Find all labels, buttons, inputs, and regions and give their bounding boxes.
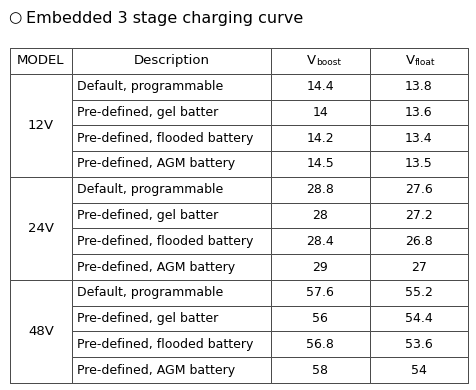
Text: Embedded 3 stage charging curve: Embedded 3 stage charging curve xyxy=(26,11,303,25)
Bar xyxy=(72,254,270,280)
Text: 27.2: 27.2 xyxy=(404,209,432,222)
Bar xyxy=(270,229,369,254)
Bar xyxy=(369,177,467,203)
Text: Pre-defined, gel batter: Pre-defined, gel batter xyxy=(77,312,218,325)
Bar xyxy=(270,254,369,280)
Bar xyxy=(72,229,270,254)
Bar xyxy=(72,280,270,306)
Text: Pre-defined, flooded battery: Pre-defined, flooded battery xyxy=(77,132,253,145)
Bar xyxy=(270,177,369,203)
Text: 26.8: 26.8 xyxy=(404,235,432,248)
Text: 14: 14 xyxy=(312,106,327,119)
Bar xyxy=(72,74,270,99)
Text: 56.8: 56.8 xyxy=(306,338,334,351)
Text: 54.4: 54.4 xyxy=(404,312,432,325)
Text: Default, programmable: Default, programmable xyxy=(77,80,223,93)
Text: Default, programmable: Default, programmable xyxy=(77,183,223,196)
Text: 13.8: 13.8 xyxy=(404,80,432,93)
Text: 57.6: 57.6 xyxy=(306,286,334,299)
Bar xyxy=(10,280,72,383)
Bar xyxy=(72,177,270,203)
Bar xyxy=(270,332,369,357)
Bar xyxy=(72,125,270,151)
Bar xyxy=(270,125,369,151)
Bar xyxy=(369,280,467,306)
Text: 28.8: 28.8 xyxy=(306,183,334,196)
Bar xyxy=(369,357,467,383)
Text: 28.4: 28.4 xyxy=(306,235,334,248)
Text: ○: ○ xyxy=(8,11,21,25)
Text: 55.2: 55.2 xyxy=(404,286,432,299)
Bar xyxy=(369,229,467,254)
Text: Pre-defined, flooded battery: Pre-defined, flooded battery xyxy=(77,338,253,351)
Bar xyxy=(270,48,369,74)
Text: 48V: 48V xyxy=(28,325,54,338)
Text: 56: 56 xyxy=(312,312,327,325)
Text: float: float xyxy=(414,58,435,67)
Text: Pre-defined, gel batter: Pre-defined, gel batter xyxy=(77,209,218,222)
Bar xyxy=(72,306,270,332)
Text: 28: 28 xyxy=(312,209,327,222)
Text: Pre-defined, gel batter: Pre-defined, gel batter xyxy=(77,106,218,119)
Bar xyxy=(10,74,72,177)
Text: 13.5: 13.5 xyxy=(404,158,432,170)
Bar xyxy=(270,280,369,306)
Bar xyxy=(72,203,270,229)
Bar xyxy=(270,74,369,99)
Text: Pre-defined, AGM battery: Pre-defined, AGM battery xyxy=(77,363,235,377)
Bar xyxy=(369,151,467,177)
Text: V: V xyxy=(307,54,316,67)
Text: Pre-defined, AGM battery: Pre-defined, AGM battery xyxy=(77,261,235,273)
Bar xyxy=(270,357,369,383)
Bar xyxy=(369,332,467,357)
Bar xyxy=(72,332,270,357)
Bar xyxy=(270,151,369,177)
Text: 12V: 12V xyxy=(28,119,54,132)
Text: 13.4: 13.4 xyxy=(404,132,432,145)
Text: 58: 58 xyxy=(312,363,327,377)
Text: 27: 27 xyxy=(410,261,426,273)
Text: Description: Description xyxy=(133,54,209,67)
Text: 14.4: 14.4 xyxy=(306,80,333,93)
Text: 53.6: 53.6 xyxy=(404,338,432,351)
Bar xyxy=(10,177,72,280)
Bar xyxy=(270,306,369,332)
Text: 29: 29 xyxy=(312,261,327,273)
Text: 13.6: 13.6 xyxy=(404,106,432,119)
Bar xyxy=(270,99,369,125)
Bar xyxy=(10,48,467,383)
Text: Pre-defined, AGM battery: Pre-defined, AGM battery xyxy=(77,158,235,170)
Bar xyxy=(72,48,270,74)
Text: 24V: 24V xyxy=(28,222,54,235)
Text: 27.6: 27.6 xyxy=(404,183,432,196)
Text: 14.2: 14.2 xyxy=(306,132,333,145)
Text: V: V xyxy=(405,54,414,67)
Text: 54: 54 xyxy=(410,363,426,377)
Text: 14.5: 14.5 xyxy=(306,158,334,170)
Bar xyxy=(369,125,467,151)
Bar xyxy=(270,203,369,229)
Bar xyxy=(72,151,270,177)
Bar xyxy=(369,48,467,74)
Bar xyxy=(10,48,72,74)
Text: Default, programmable: Default, programmable xyxy=(77,286,223,299)
Text: Pre-defined, flooded battery: Pre-defined, flooded battery xyxy=(77,235,253,248)
Bar xyxy=(72,99,270,125)
Bar xyxy=(369,99,467,125)
Bar xyxy=(72,357,270,383)
Text: MODEL: MODEL xyxy=(17,54,65,67)
Bar xyxy=(369,254,467,280)
Bar xyxy=(369,203,467,229)
Bar xyxy=(369,306,467,332)
Bar xyxy=(369,74,467,99)
Text: boost: boost xyxy=(316,58,341,67)
